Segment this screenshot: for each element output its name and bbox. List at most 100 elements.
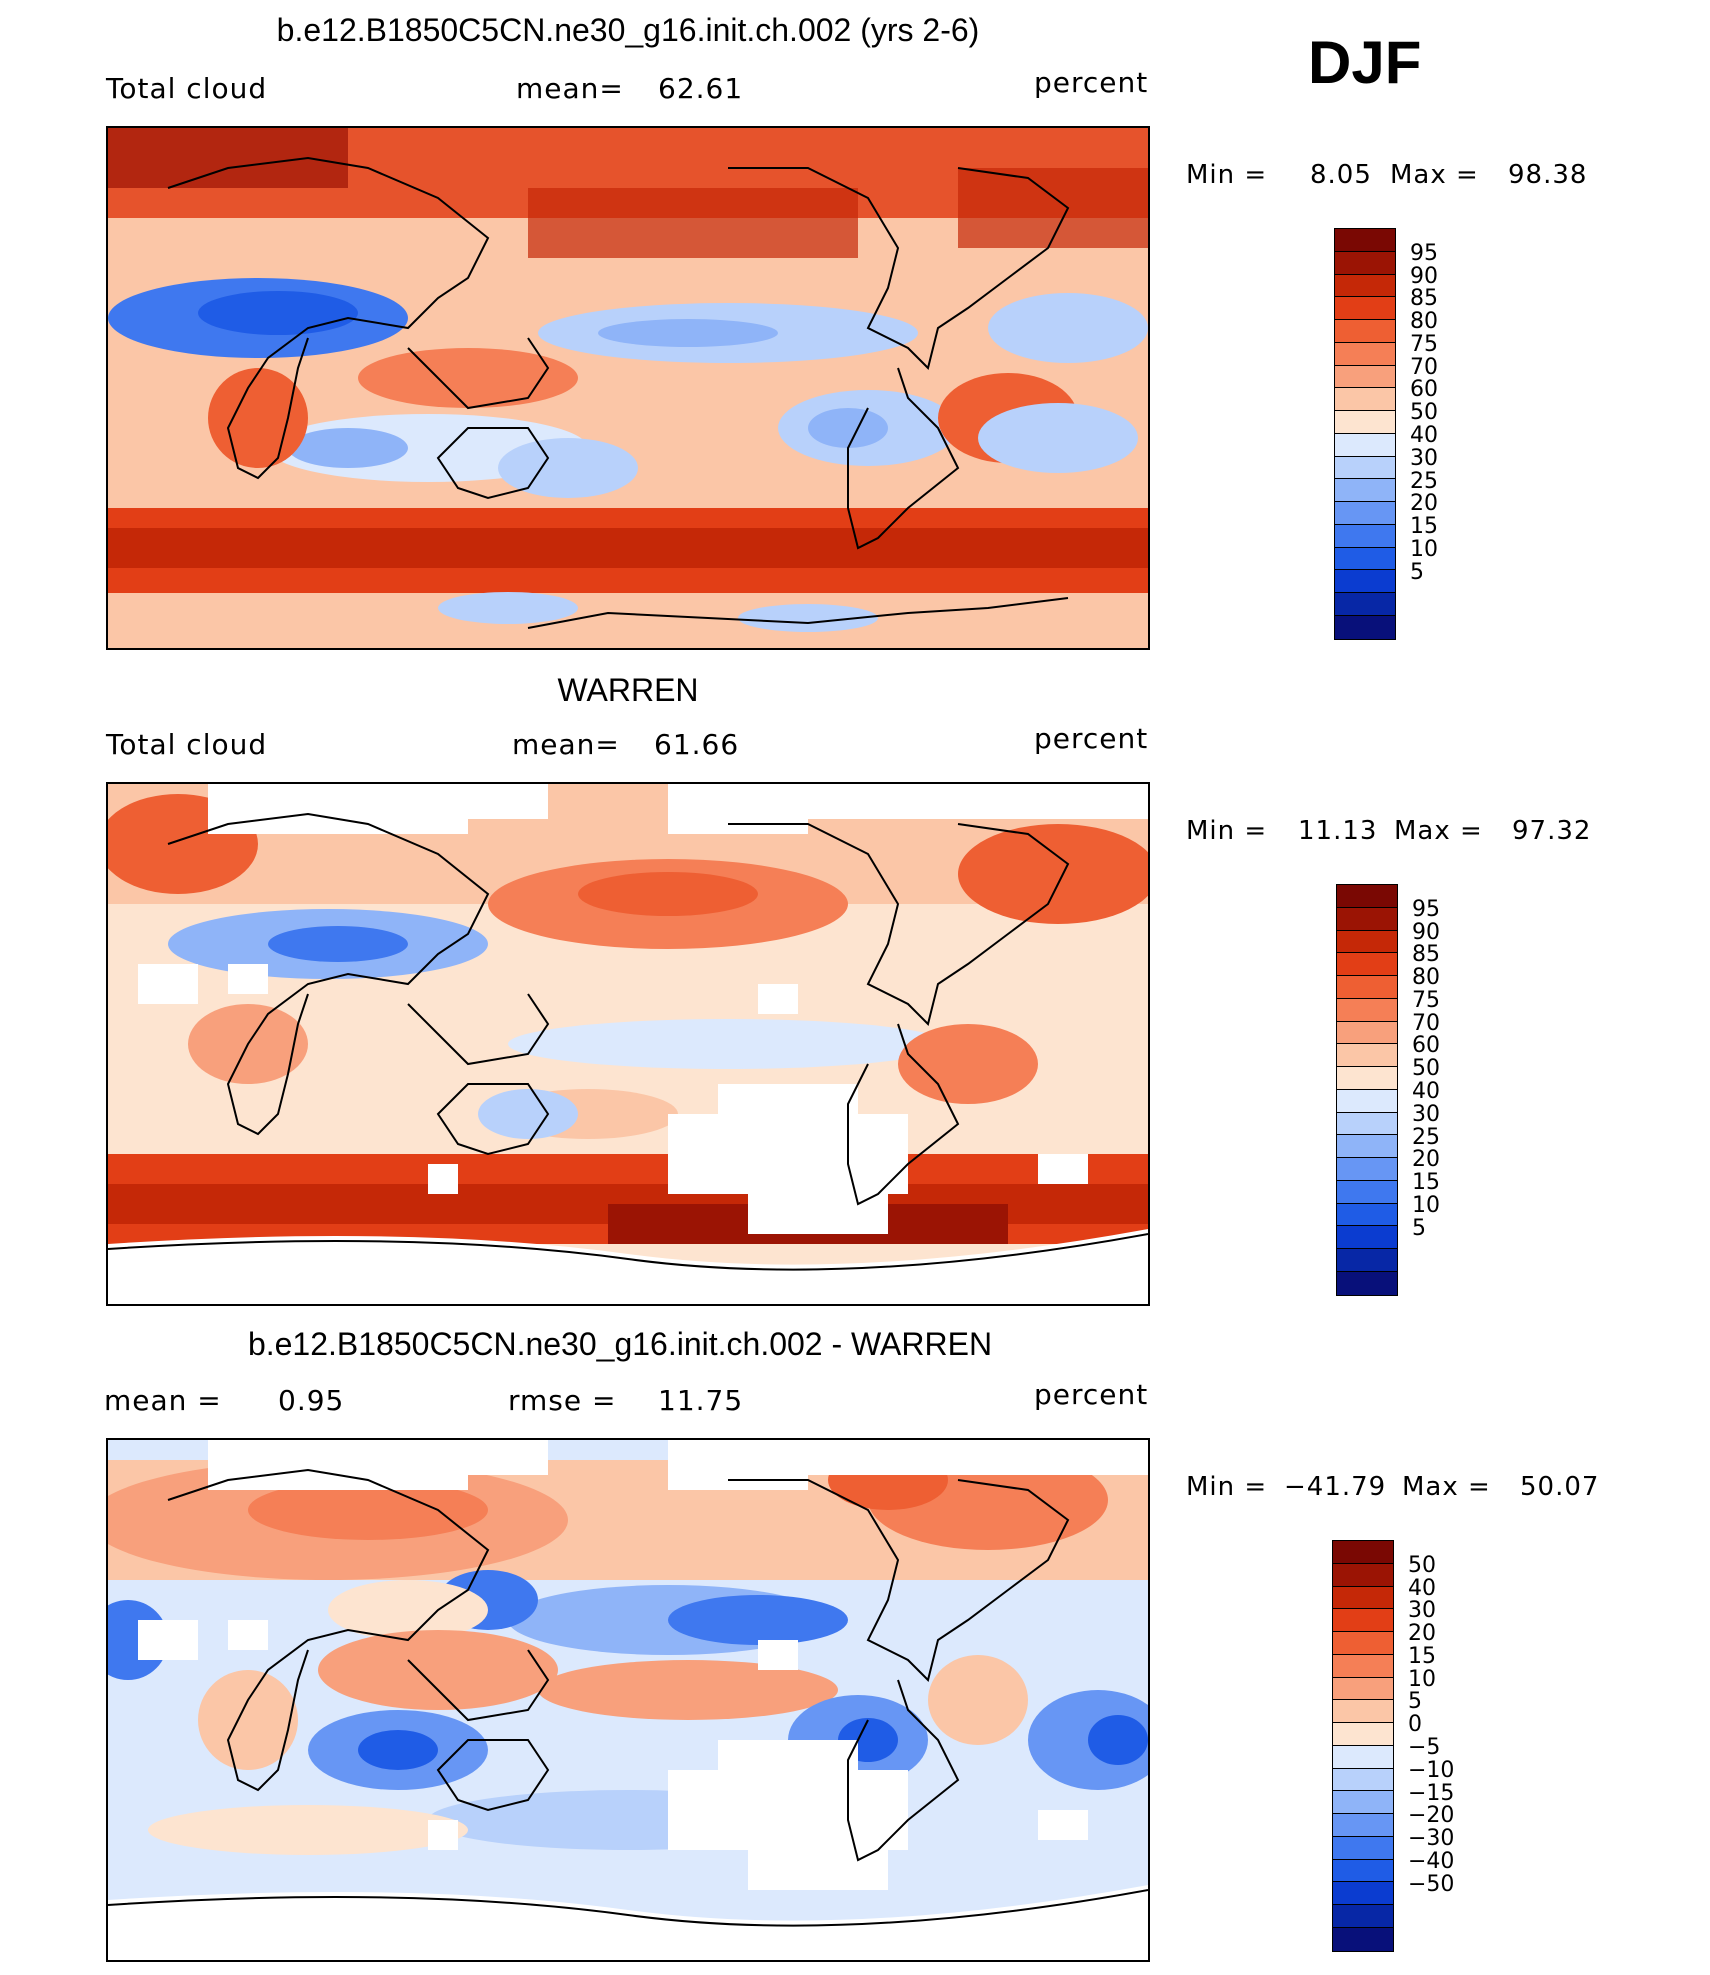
colorbar-swatch <box>1335 547 1395 571</box>
colorbar-swatch <box>1335 229 1395 252</box>
panel-1-mean-label: mean= <box>516 72 624 105</box>
colorbar-swatch <box>1335 570 1395 594</box>
panel-3-map <box>106 1438 1150 1962</box>
colorbar-swatch <box>1335 502 1395 525</box>
panel-1-map <box>106 126 1150 650</box>
panel-1-max-label: Max = <box>1390 160 1479 190</box>
colorbar-swatch <box>1333 1723 1393 1746</box>
panel-3-mean-value: 0.95 <box>278 1384 345 1417</box>
panel-3-max-label: Max = <box>1402 1472 1491 1502</box>
colorbar-tick-label: −30 <box>1408 1826 1455 1852</box>
colorbar-swatch <box>1337 1249 1397 1273</box>
colorbar-tick-label: −15 <box>1408 1780 1455 1806</box>
colorbar-tick-label: 30 <box>1410 445 1438 471</box>
colorbar-tick-label: 20 <box>1412 1147 1440 1173</box>
colorbar-tick-label: 90 <box>1410 263 1438 289</box>
colorbar-tick-label: −50 <box>1408 1871 1455 1897</box>
colorbar-tick-label: 70 <box>1412 1010 1440 1036</box>
colorbar-tick-label: 10 <box>1410 536 1438 562</box>
colorbar-swatch <box>1335 388 1395 412</box>
colorbar-tick-label: 25 <box>1410 468 1438 494</box>
colorbar-swatch <box>1335 342 1395 366</box>
colorbar-tick-label: 0 <box>1408 1712 1422 1738</box>
colorbar-tick-label: 90 <box>1412 919 1440 945</box>
colorbar-swatch <box>1335 365 1395 389</box>
colorbar-tick-label: 10 <box>1408 1666 1436 1692</box>
colorbar-tick-label: 95 <box>1412 896 1440 922</box>
panel-3-title: b.e12.B1850C5CN.ne30_g16.init.ch.002 - W… <box>247 1326 993 1362</box>
panel-1-min-label: Min = <box>1186 160 1268 190</box>
colorbar-swatch <box>1337 1021 1397 1045</box>
colorbar-swatch <box>1337 1089 1397 1113</box>
colorbar-swatch <box>1337 1180 1397 1204</box>
colorbar-tick-label: 75 <box>1410 331 1438 357</box>
colorbar-tick-label: 30 <box>1412 1101 1440 1127</box>
panel-1-min-value: 8.05 <box>1310 160 1372 190</box>
colorbar-swatch <box>1333 1654 1393 1678</box>
colorbar-swatch <box>1333 1814 1393 1837</box>
colorbar-swatch <box>1335 456 1395 480</box>
panel-3-contour-field <box>108 1440 1148 1960</box>
colorbar-tick-label: 10 <box>1412 1192 1440 1218</box>
colorbar-tick-label: 5 <box>1410 559 1424 585</box>
colorbar-tick-label: 95 <box>1410 240 1438 266</box>
panel-2-mean-value: 61.66 <box>654 728 740 761</box>
colorbar-swatch <box>1337 1135 1397 1159</box>
colorbar-tick-label: 80 <box>1410 309 1438 335</box>
panel-3-colorbar <box>1332 1540 1394 1952</box>
panel-2-max-label: Max = <box>1394 816 1483 846</box>
colorbar-tick-label: 40 <box>1408 1575 1436 1601</box>
colorbar-swatch <box>1335 251 1395 275</box>
colorbar-tick-label: 25 <box>1412 1124 1440 1150</box>
colorbar-tick-label: 40 <box>1410 423 1438 448</box>
colorbar-swatch <box>1333 1541 1393 1564</box>
panel-2-missing-data-cells <box>138 784 1148 1234</box>
colorbar-tick-label: −20 <box>1408 1803 1455 1829</box>
colorbar-swatch <box>1337 907 1397 931</box>
panel-1-contour-field <box>108 128 1148 648</box>
colorbar-tick-label: 50 <box>1408 1552 1436 1578</box>
panel-3-mean-label: mean = <box>104 1384 222 1417</box>
colorbar-tick-label: 20 <box>1408 1621 1436 1647</box>
colorbar-swatch <box>1333 1586 1393 1610</box>
panel-2-max-value: 97.32 <box>1512 816 1592 846</box>
colorbar-tick-label: 60 <box>1410 377 1438 403</box>
panel-1-mean-value: 62.61 <box>658 72 744 105</box>
colorbar-swatch <box>1333 1836 1393 1860</box>
panel-3-min-value: −41.79 <box>1284 1472 1387 1502</box>
colorbar-tick-label: 40 <box>1412 1079 1440 1104</box>
colorbar-swatch <box>1333 1632 1393 1655</box>
colorbar-swatch <box>1333 1745 1393 1769</box>
panel-2-min-value: 11.13 <box>1298 816 1378 846</box>
panel-1-title: b.e12.B1850C5CN.ne30_g16.init.ch.002 (yr… <box>276 12 980 48</box>
panel-3-missing-data-cells <box>138 1440 1148 1890</box>
colorbar-swatch <box>1333 1700 1393 1724</box>
panel-1-units: percent <box>1034 66 1149 99</box>
colorbar-swatch <box>1333 1677 1393 1701</box>
colorbar-swatch <box>1333 1609 1393 1633</box>
colorbar-swatch <box>1333 1859 1393 1883</box>
colorbar-tick-label: −10 <box>1408 1757 1455 1783</box>
panel-2-contour-field <box>108 784 1148 1304</box>
colorbar-tick-label: 50 <box>1410 400 1438 426</box>
season-label: DJF <box>1308 29 1422 96</box>
colorbar-swatch <box>1337 1067 1397 1090</box>
colorbar-tick-label: 15 <box>1408 1643 1436 1669</box>
colorbar-tick-label: 80 <box>1412 965 1440 991</box>
panel-2-mean-label: mean= <box>512 728 620 761</box>
colorbar-swatch <box>1337 1226 1397 1250</box>
colorbar-swatch <box>1337 1044 1397 1068</box>
colorbar-swatch <box>1335 297 1395 321</box>
colorbar-tick-label: 15 <box>1410 514 1438 540</box>
colorbar-tick-label: 75 <box>1412 987 1440 1013</box>
colorbar-swatch <box>1335 524 1395 548</box>
panel-3-min-label: Min = <box>1186 1472 1268 1502</box>
colorbar-tick-label: 85 <box>1410 286 1438 312</box>
colorbar-swatch <box>1333 1791 1393 1815</box>
colorbar-tick-label: 70 <box>1410 354 1438 380</box>
colorbar-swatch <box>1335 616 1395 639</box>
colorbar-swatch <box>1337 1112 1397 1136</box>
panel-2-units: percent <box>1034 722 1149 755</box>
colorbar-tick-label: 60 <box>1412 1033 1440 1059</box>
colorbar-tick-label: −40 <box>1408 1848 1455 1874</box>
